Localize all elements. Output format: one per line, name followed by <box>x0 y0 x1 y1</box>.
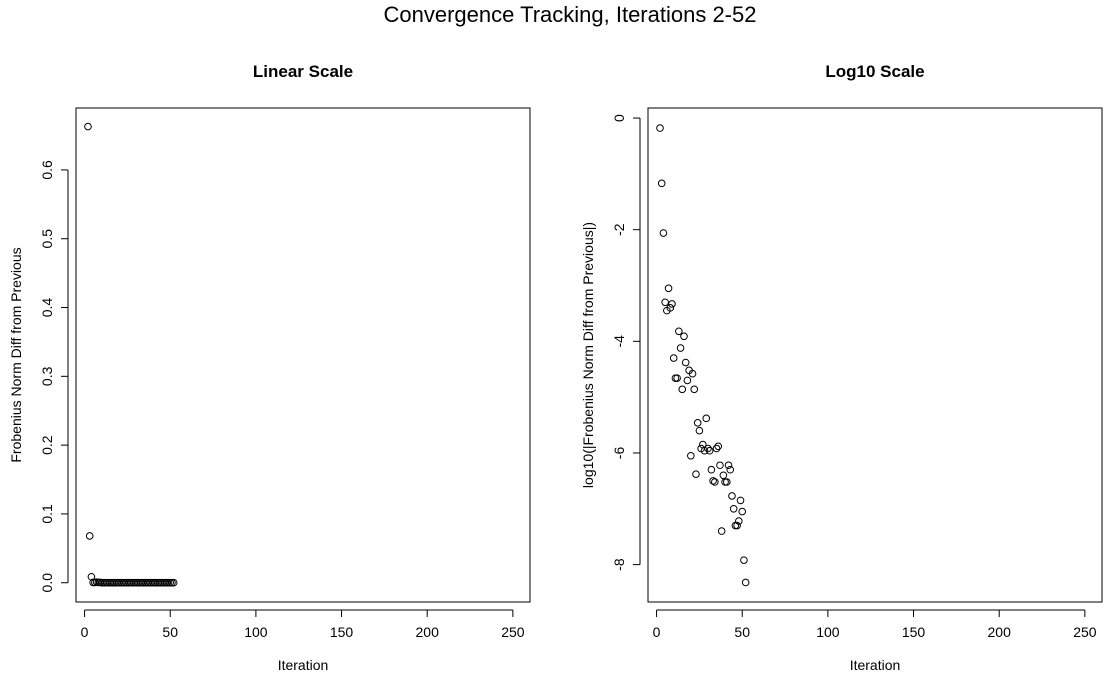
linear-panel-title: Linear Scale <box>253 62 353 81</box>
log10-data-point <box>707 465 716 474</box>
linear-x-tick-label: 100 <box>244 624 268 640</box>
log10-data-point <box>659 229 668 237</box>
log10-y-tick-label: -4 <box>611 335 627 348</box>
linear-x-tick-label: 250 <box>501 624 525 640</box>
log10-y-tick-label: 0 <box>611 114 627 122</box>
log10-panel-title: Log10 Scale <box>825 62 924 81</box>
log10-data-point <box>733 521 741 530</box>
log10-points <box>656 124 750 587</box>
log10-x-tick-label: 250 <box>1073 624 1097 640</box>
linear-x-tick-label: 150 <box>330 624 354 640</box>
log10-y-tick-label: -6 <box>611 447 627 460</box>
log10-x-tick-label: 0 <box>653 624 661 640</box>
log10-data-point <box>740 556 748 564</box>
log10-y-tick-label: -2 <box>611 223 627 236</box>
log10-plot-frame <box>647 107 1103 603</box>
log10-data-point <box>675 327 683 336</box>
log10-data-point <box>704 444 712 453</box>
linear-y-tick-label: 0.6 <box>39 160 55 180</box>
linear-scale-panel: Linear Scale 0 50 100 150 200 250 0.0 0.1 0.2 0.3 0… <box>8 62 531 673</box>
log10-data-point <box>669 354 678 362</box>
linear-x-axis-label: Iteration <box>278 657 329 673</box>
log10-data-point <box>688 369 697 378</box>
log10-data-point <box>723 478 731 486</box>
log10-data-point <box>690 385 699 394</box>
linear-data-point <box>84 122 92 131</box>
linear-data-point <box>169 578 178 587</box>
log10-scale-panel: Log10 Scale 0 50 100 150 200 250 0 -2 -4 -6 -8 Itera… <box>580 62 1103 673</box>
log10-data-point <box>680 332 688 341</box>
log10-data-point <box>724 461 733 470</box>
linear-points <box>84 122 178 587</box>
log10-x-tick-label: 150 <box>902 624 926 640</box>
log10-data-point <box>712 444 721 453</box>
linear-y-tick-label: 0.1 <box>39 504 55 524</box>
log10-data-point <box>695 426 704 435</box>
linear-y-tick-label: 0.5 <box>39 229 55 249</box>
log10-data-point <box>693 419 702 427</box>
log10-data-point <box>681 358 690 367</box>
log10-data-point <box>702 414 711 423</box>
linear-x-tick-label: 50 <box>162 624 178 640</box>
log10-data-point <box>668 300 676 308</box>
log10-data-point <box>726 465 735 474</box>
log10-data-point <box>736 496 745 505</box>
log10-x-tick-label: 50 <box>734 624 750 640</box>
log10-x-tick-label: 200 <box>988 624 1012 640</box>
log10-x-axis-label: Iteration <box>850 657 901 673</box>
log10-data-point <box>657 179 666 188</box>
log10-data-point <box>664 284 673 293</box>
figure-title: Convergence Tracking, Iterations 2-52 <box>384 2 757 27</box>
linear-x-tick-label: 200 <box>416 624 440 640</box>
log10-data-point <box>711 478 719 486</box>
log10-data-point <box>719 471 728 480</box>
linear-plot-frame <box>75 107 531 603</box>
log10-data-point <box>692 470 700 478</box>
log10-x-tick-label: 100 <box>816 624 840 640</box>
log10-data-point <box>714 442 723 451</box>
log10-y-tick-label: -8 <box>611 558 627 571</box>
linear-x-tick-label: 0 <box>81 624 89 640</box>
linear-data-point <box>85 532 94 540</box>
log10-data-point <box>676 344 685 352</box>
linear-y-tick-label: 0.4 <box>39 298 55 318</box>
log10-data-point <box>735 517 743 525</box>
log10-data-point <box>717 527 726 535</box>
linear-y-tick-label: 0.0 <box>39 573 55 593</box>
log10-data-point <box>705 446 714 455</box>
linear-y-axis-label: Frobenius Norm Diff from Previous <box>8 247 24 462</box>
log10-data-point <box>678 385 687 394</box>
log10-data-point <box>666 304 675 312</box>
log10-data-point <box>656 124 664 132</box>
log10-y-axis-label: log10(|Frobenius Norm Diff from Previous… <box>580 222 596 488</box>
log10-data-point <box>728 492 736 500</box>
log10-data-point <box>741 578 750 587</box>
log10-data-point <box>661 298 669 307</box>
log10-data-point <box>729 504 738 513</box>
linear-data-point <box>87 572 96 581</box>
log10-data-point <box>738 507 747 516</box>
linear-y-tick-label: 0.3 <box>39 366 55 386</box>
log10-data-point <box>716 461 724 470</box>
log10-data-point <box>709 477 717 485</box>
log10-data-point <box>673 374 681 382</box>
log10-data-point <box>683 376 692 385</box>
linear-y-tick-label: 0.2 <box>39 435 55 455</box>
log10-data-point <box>687 451 695 460</box>
